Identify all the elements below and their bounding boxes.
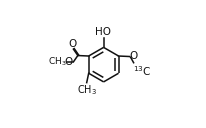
Text: CH$_3$: CH$_3$: [48, 56, 67, 68]
Text: CH$_3$: CH$_3$: [77, 83, 97, 97]
Text: O: O: [68, 39, 76, 49]
Text: $^{13}$C: $^{13}$C: [133, 64, 152, 78]
Text: O: O: [130, 51, 138, 61]
Text: HO: HO: [95, 27, 111, 37]
Text: O: O: [65, 57, 73, 67]
